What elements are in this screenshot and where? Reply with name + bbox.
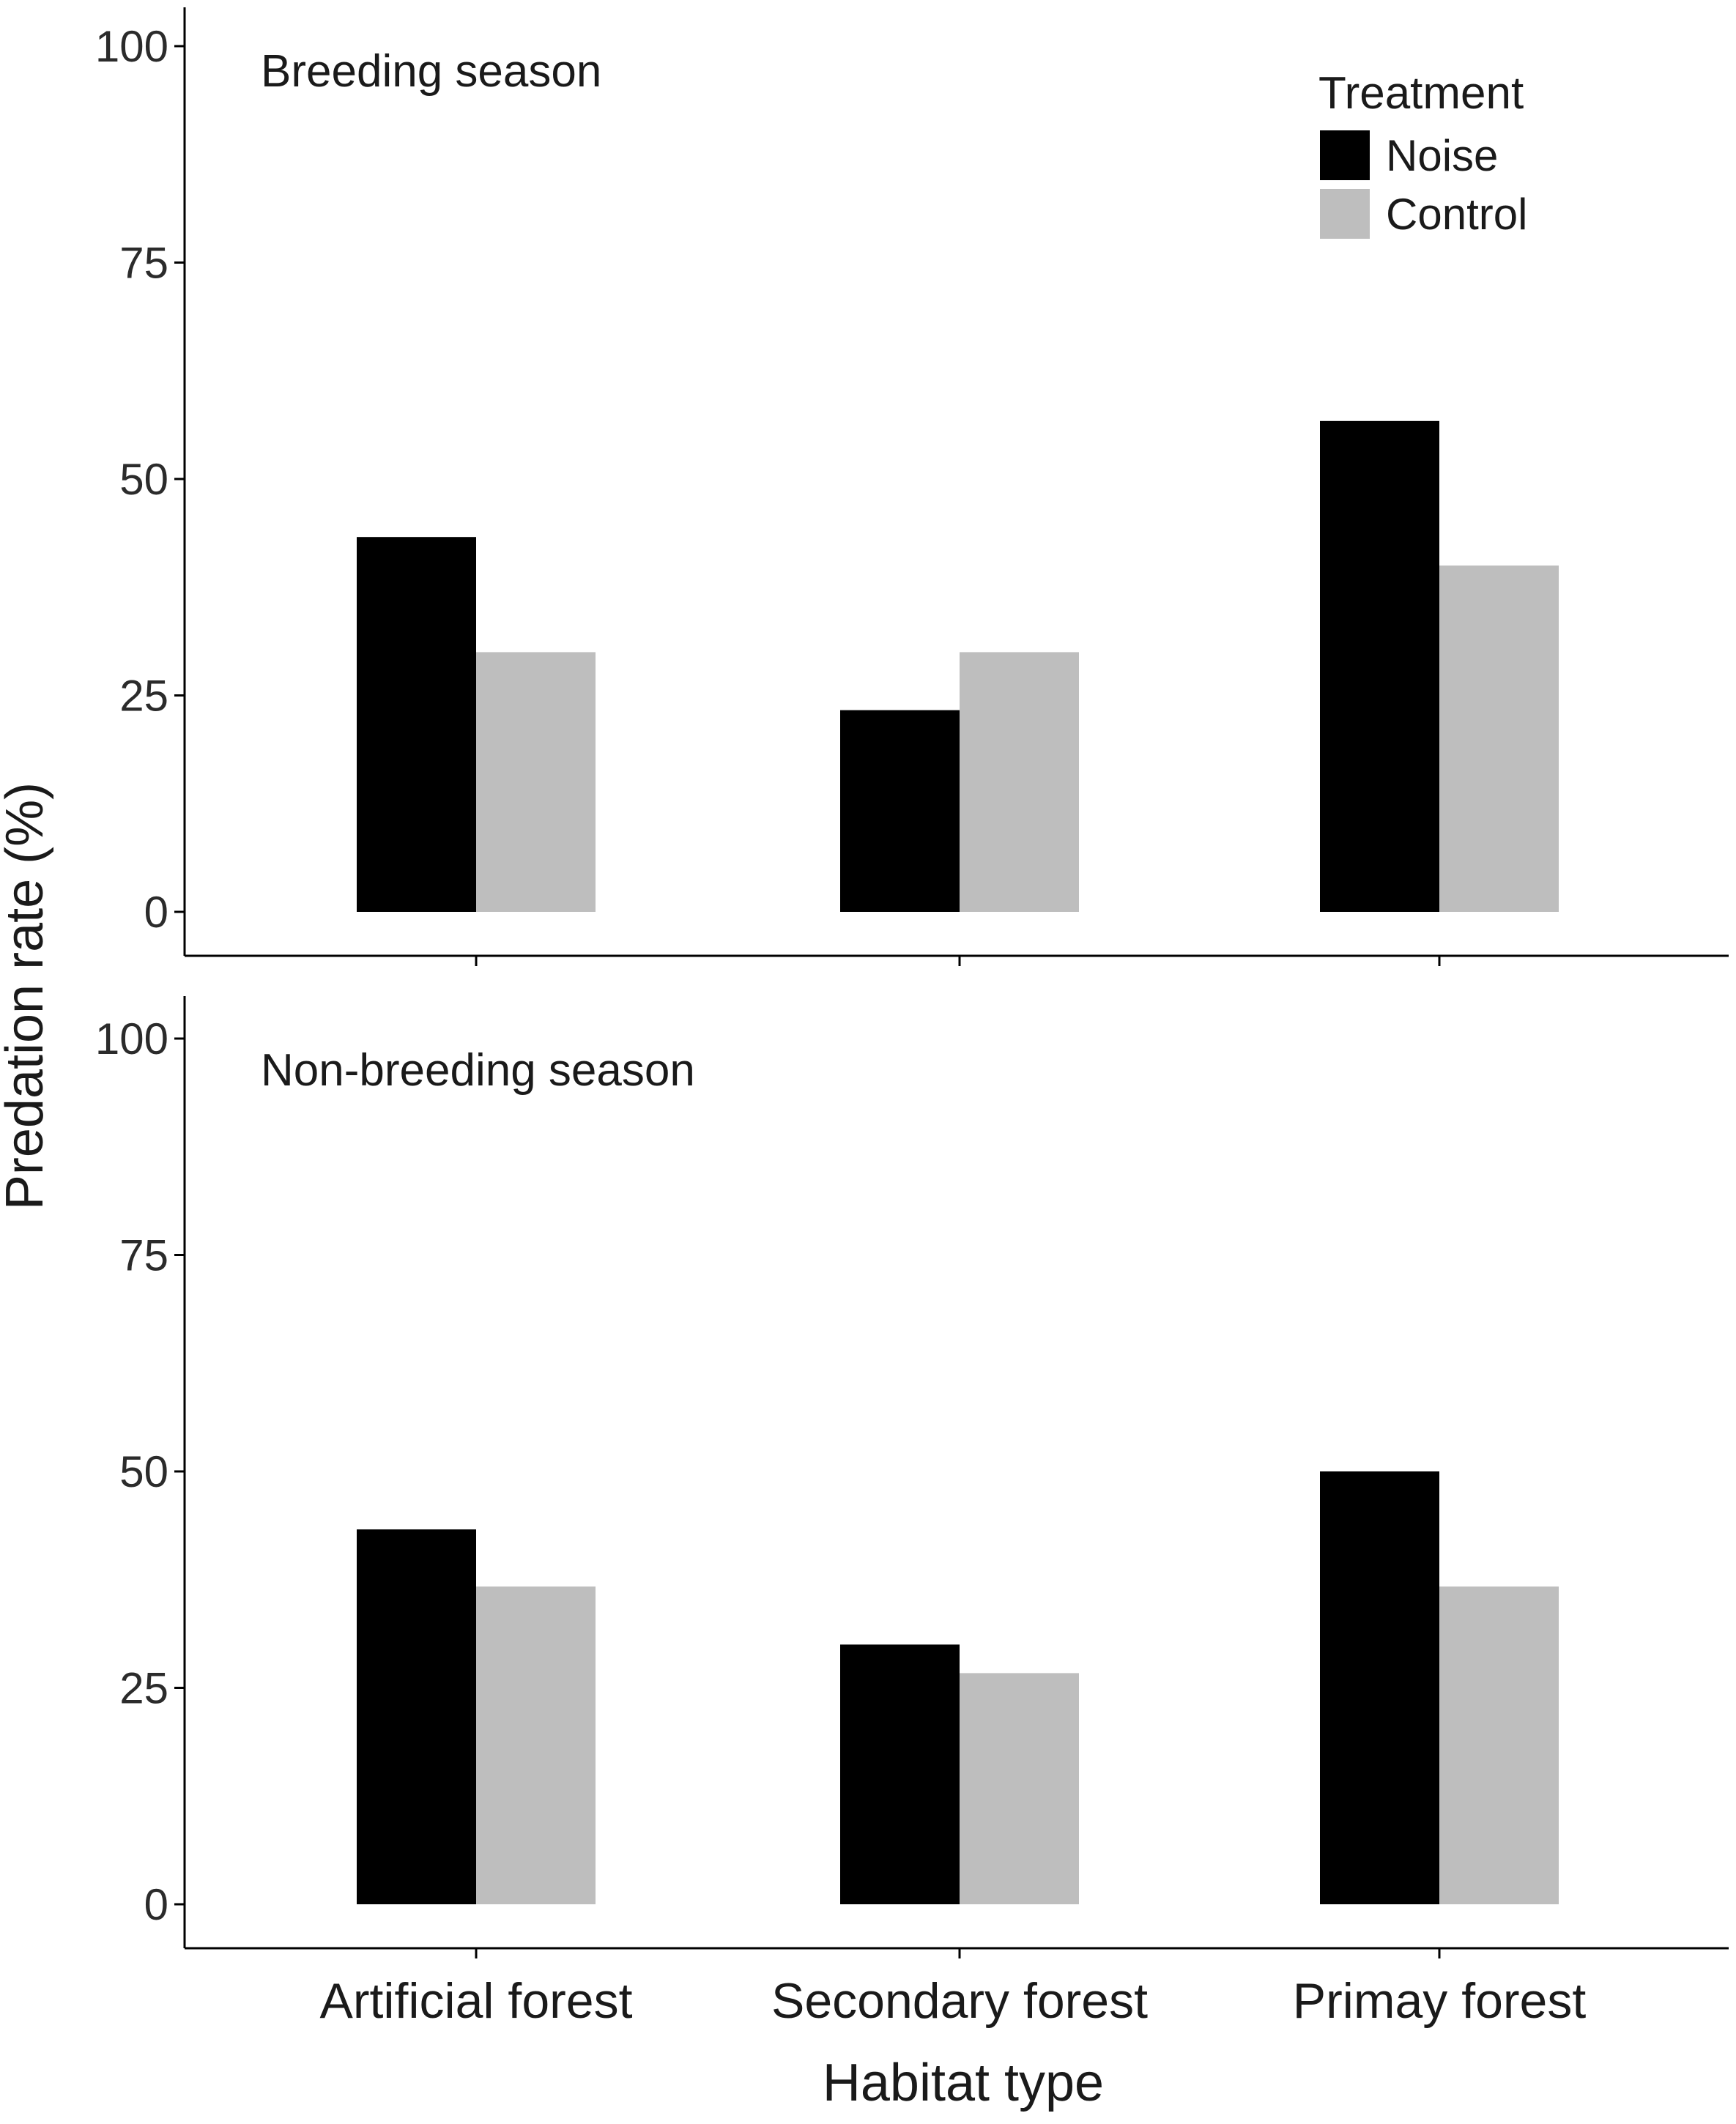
y-tick-label: 50 [119, 455, 168, 504]
x-axis-title: Habitat type [823, 2054, 1104, 2112]
bar-control-primay-forest [1439, 565, 1559, 912]
bar-control-secondary-forest [960, 1673, 1079, 1904]
panel-2: 0 25 50 75 100 Non-breeding season Artificial … [95, 996, 1729, 2029]
legend: Treatment Noise Control [1318, 68, 1527, 239]
y-tick-label: 0 [144, 1880, 168, 1929]
y-tick-label: 100 [95, 1014, 168, 1063]
bar-noise-primay-forest [1320, 1471, 1439, 1904]
bar-control-secondary-forest [960, 652, 1079, 912]
bar-control-artificial-forest [476, 652, 596, 912]
y-tick-label: 25 [119, 672, 168, 721]
bar-noise-secondary-forest [840, 710, 960, 912]
chart-panels: 0 25 50 75 100 Breeding season 0 25 50 75 100 Non-b… [95, 7, 1729, 2029]
y-tick-label: 50 [119, 1447, 168, 1496]
bar-noise-secondary-forest [840, 1644, 960, 1904]
x-tick-label: Artificial forest [320, 1973, 633, 2029]
y-axis-title: Predation rate (%) [0, 782, 54, 1210]
panel-label: Non-breeding season [261, 1045, 695, 1096]
legend-label-control: Control [1386, 190, 1527, 239]
x-tick-label: Secondary forest [771, 1973, 1148, 2029]
x-tick-label: Primay forest [1293, 1973, 1587, 2029]
bar-control-artificial-forest [476, 1586, 596, 1904]
legend-label-noise: Noise [1386, 131, 1498, 180]
y-tick-label: 25 [119, 1664, 168, 1713]
y-tick-label: 0 [144, 888, 168, 937]
y-tick-label: 75 [119, 239, 168, 288]
y-tick-label: 100 [95, 22, 168, 71]
panel-label: Breeding season [261, 46, 601, 97]
legend-swatch-noise [1320, 130, 1370, 180]
y-tick-label: 75 [119, 1231, 168, 1280]
legend-swatch-control [1320, 189, 1370, 239]
panel-1: 0 25 50 75 100 Breeding season [95, 7, 1729, 966]
bar-noise-primay-forest [1320, 420, 1439, 912]
bar-noise-artificial-forest [357, 1529, 476, 1904]
bar-control-primay-forest [1439, 1586, 1559, 1904]
bar-noise-artificial-forest [357, 537, 476, 912]
legend-title: Treatment [1318, 68, 1524, 119]
